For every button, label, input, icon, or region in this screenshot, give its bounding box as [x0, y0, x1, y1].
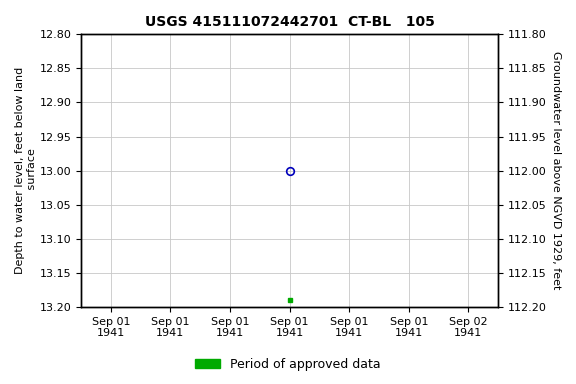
Y-axis label: Groundwater level above NGVD 1929, feet: Groundwater level above NGVD 1929, feet — [551, 51, 561, 290]
Y-axis label: Depth to water level, feet below land
 surface: Depth to water level, feet below land su… — [15, 67, 37, 274]
Legend: Period of approved data: Period of approved data — [190, 353, 386, 376]
Title: USGS 415111072442701  CT-BL   105: USGS 415111072442701 CT-BL 105 — [145, 15, 434, 29]
